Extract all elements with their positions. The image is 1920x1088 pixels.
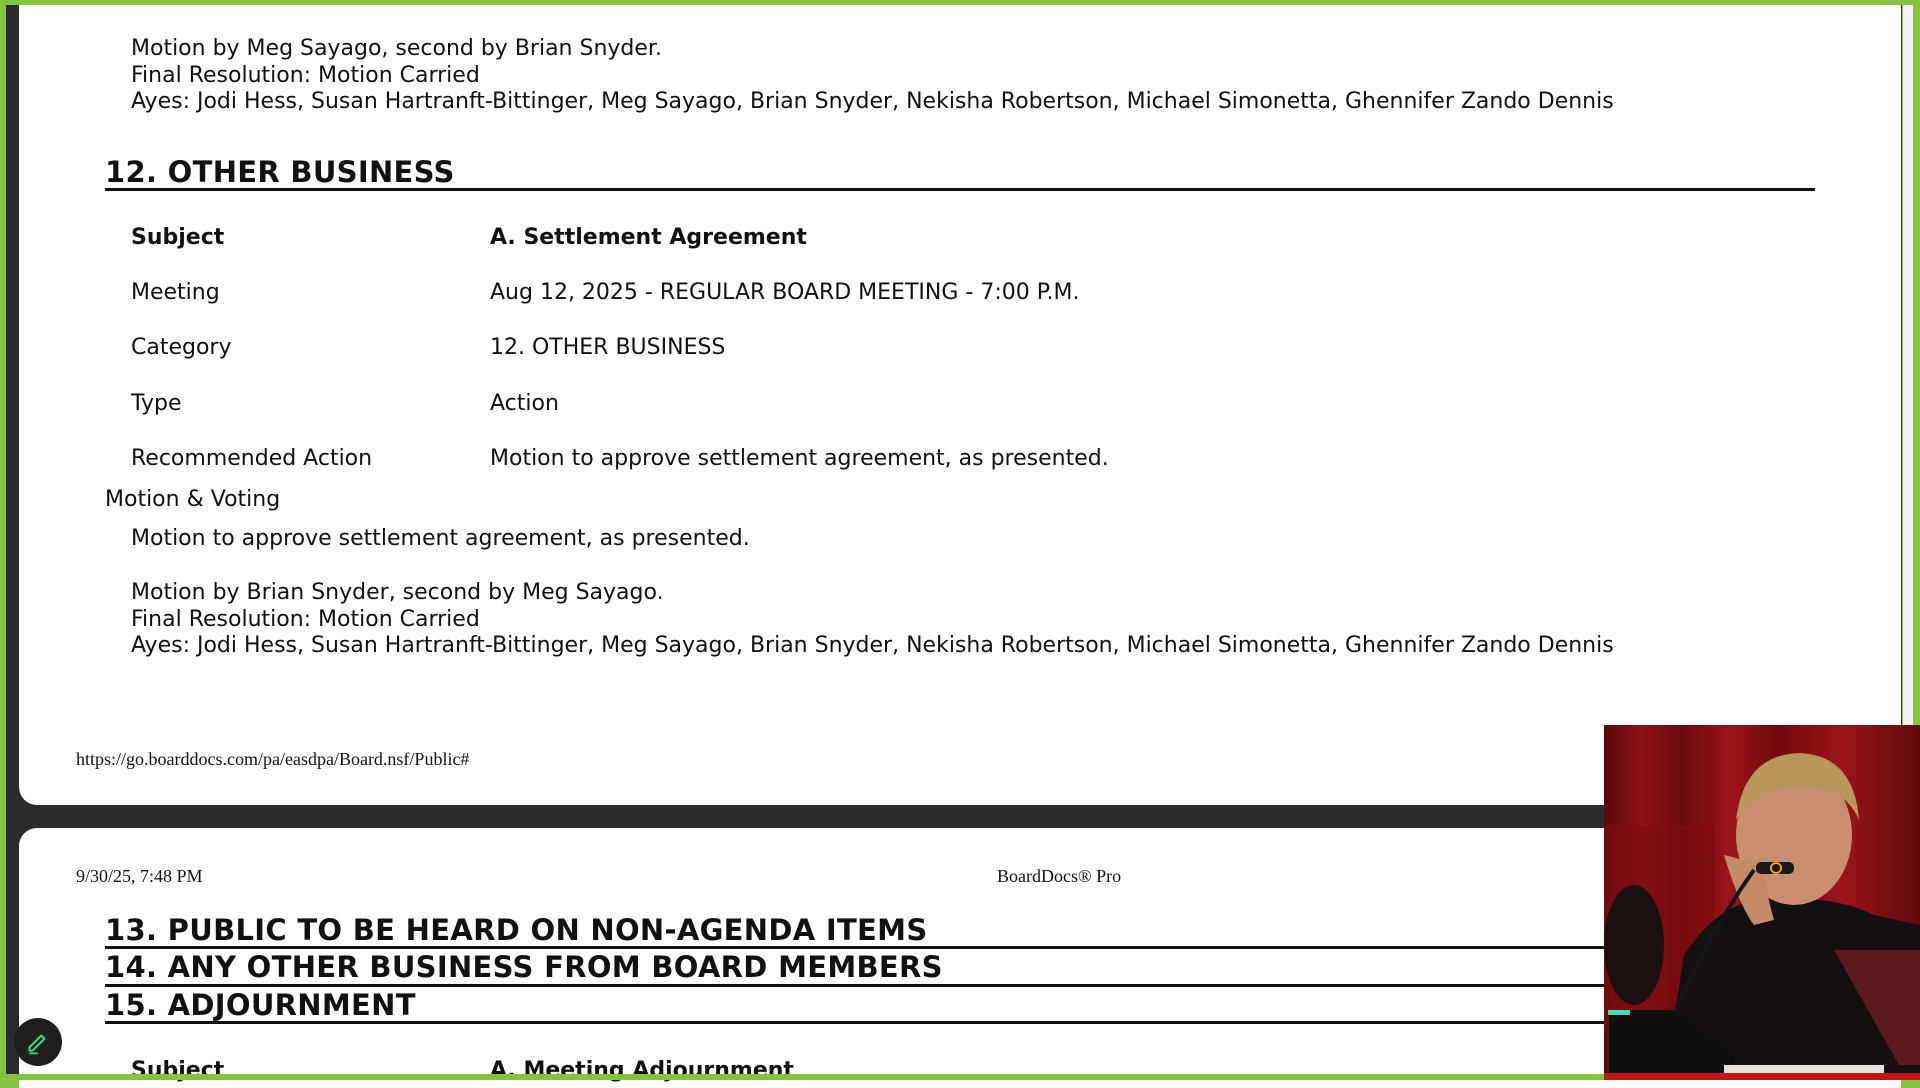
heading-rule [105,1021,1815,1024]
frame-border-bottom [0,1074,1920,1080]
document-page-2 [19,828,1901,1088]
motion-by: Motion by Brian Snyder, second by Meg Sa… [131,580,664,605]
motion-text: Motion to approve settlement agreement, … [131,526,750,551]
field-value-category: 12. OTHER BUSINESS [490,335,726,360]
field-value-meeting: Aug 12, 2025 - REGULAR BOARD MEETING - 7… [490,280,1080,305]
field-label-recommended-action: Recommended Action [131,446,373,471]
section-heading-13: 13. PUBLIC TO BE HEARD ON NON-AGENDA ITE… [105,913,928,947]
section-heading-14: 14. ANY OTHER BUSINESS FROM BOARD MEMBER… [105,950,943,984]
section-heading-15: 15. ADJOURNMENT [105,988,416,1022]
field-value-type: Action [490,391,559,416]
prev-ayes: Ayes: Jodi Hess, Susan Hartranft-Bitting… [131,89,1614,114]
field-value-subject-2: A. Meeting Adjournment [490,1058,794,1083]
field-label-type: Type [131,391,182,416]
footer-url: https://go.boarddocs.com/pa/easdpa/Board… [76,749,470,769]
heading-rule [105,984,1815,987]
print-date: 9/30/25, 7:48 PM [76,866,203,886]
field-label-subject: Subject [131,225,225,250]
prev-motion-by: Motion by Meg Sayago, second by Brian Sn… [131,36,662,61]
field-label-category: Category [131,335,232,360]
field-label-meeting: Meeting [131,280,220,305]
field-label-subject-2: Subject [131,1058,225,1083]
print-title: BoardDocs® Pro [997,866,1122,886]
heading-rule [105,188,1815,191]
final-resolution: Final Resolution: Motion Carried [131,607,480,632]
motion-voting-label: Motion & Voting [105,487,281,512]
field-value-recommended-action: Motion to approve settlement agreement, … [490,446,1109,471]
video-overlay[interactable] [1604,725,1920,1080]
speaker-video-frame [1604,753,1920,1080]
scrollbar[interactable] [1903,5,1913,1080]
pencil-icon [28,1034,46,1055]
field-value-subject: A. Settlement Agreement [490,225,807,250]
section-heading-12: 12. OTHER BUSINESS [105,155,455,189]
ayes: Ayes: Jodi Hess, Susan Hartranft-Bitting… [131,633,1614,658]
edit-button[interactable] [14,1018,62,1066]
heading-rule [105,946,1815,949]
document-page-1 [19,5,1901,805]
prev-final-resolution: Final Resolution: Motion Carried [131,63,480,88]
